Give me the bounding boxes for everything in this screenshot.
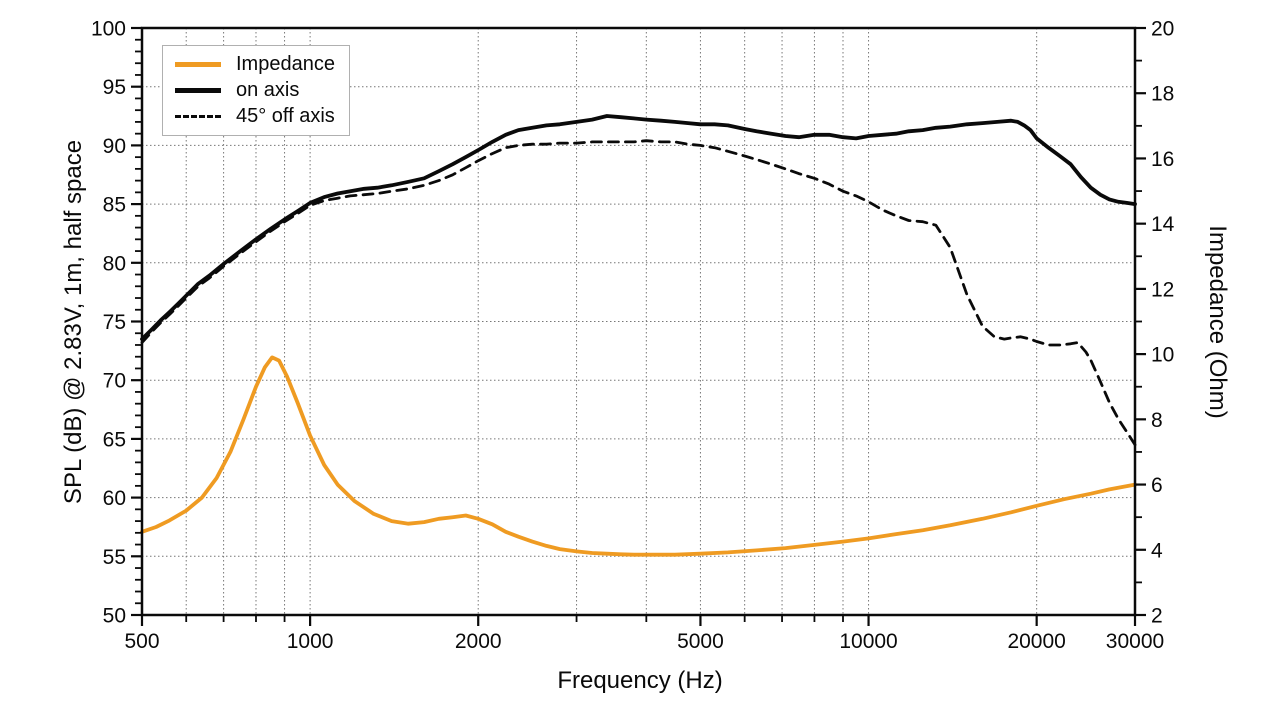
- left-tick-label: 65: [103, 428, 126, 451]
- impedance-line-swatch-icon: [175, 62, 221, 67]
- x-tick-label: 5000: [677, 630, 724, 653]
- legend-label-on-axis: on axis: [236, 79, 300, 101]
- left-tick-label: 50: [103, 605, 126, 628]
- x-tick-label: 500: [124, 630, 159, 653]
- right-y-axis-title: Impedance (Ohm): [1204, 225, 1231, 419]
- off-axis-curve: [140, 139, 1137, 447]
- on-axis-line-swatch-icon: [175, 88, 221, 93]
- x-axis-title: Frequency (Hz): [557, 667, 723, 694]
- right-tick-label: 12: [1151, 278, 1174, 301]
- left-tick-label: 100: [91, 18, 126, 41]
- legend-label-off-axis: 45° off axis: [236, 105, 335, 127]
- right-tick-label: 2: [1151, 605, 1163, 628]
- left-tick-label: 55: [103, 546, 126, 569]
- right-tick-label: 18: [1151, 83, 1174, 106]
- legend-item-on-axis: on axis: [175, 79, 335, 102]
- x-tick-label: 2000: [455, 630, 502, 653]
- left-tick-label: 90: [103, 135, 126, 158]
- legend-item-off-axis: 45° off axis: [175, 105, 335, 128]
- on-axis-curve: [140, 114, 1137, 341]
- legend-item-impedance: Impedance: [175, 53, 335, 76]
- left-y-axis-title: SPL (dB) @ 2.83V, 1m, half space: [60, 139, 87, 505]
- left-tick-label: 80: [103, 252, 126, 275]
- x-tick-label: 10000: [839, 630, 897, 653]
- impedance-curve: [140, 355, 1137, 557]
- x-tick-label: 20000: [1007, 630, 1065, 653]
- x-tick-label: 1000: [287, 630, 334, 653]
- left-tick-label: 85: [103, 194, 126, 217]
- right-tick-label: 16: [1151, 148, 1174, 171]
- right-tick-label: 8: [1151, 409, 1163, 432]
- left-tick-label: 95: [103, 76, 126, 99]
- legend: Impedance on axis 45° off axis: [162, 45, 350, 136]
- legend-label-impedance: Impedance: [236, 53, 335, 75]
- right-tick-label: 14: [1151, 213, 1175, 236]
- off-axis-line-swatch-icon: [175, 115, 221, 118]
- right-tick-label: 10: [1151, 344, 1174, 367]
- x-tick-label: 30000: [1106, 630, 1164, 653]
- left-tick-label: 75: [103, 311, 126, 334]
- left-tick-label: 70: [103, 370, 126, 393]
- left-tick-label: 60: [103, 487, 126, 510]
- right-tick-label: 6: [1151, 474, 1163, 497]
- right-tick-label: 20: [1151, 18, 1174, 41]
- right-tick-label: 4: [1151, 539, 1163, 562]
